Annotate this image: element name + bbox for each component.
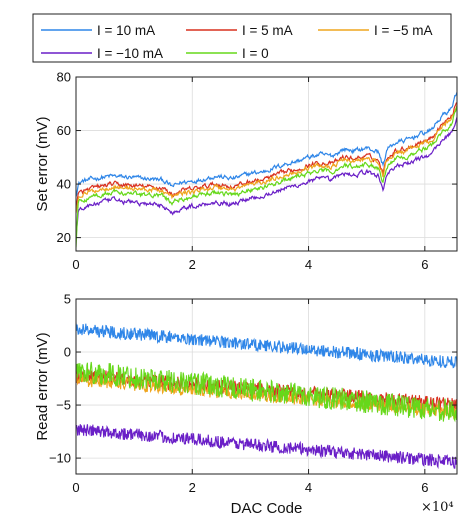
set-ylabel: Set error (mV) (34, 116, 51, 211)
set-xtick-label-1: 2 (189, 257, 196, 272)
legend-label-3: I = −10 mA (97, 46, 163, 61)
read-ytick-label-2: 0 (64, 345, 71, 360)
legend-label-4: I = 0 (242, 46, 269, 61)
read-axes-frame (75, 298, 458, 475)
legend-label-1: I = 5 mA (242, 23, 293, 38)
read-series-line-0 (76, 322, 457, 369)
set-ticks: 0 2 4 6 20 40 60 80 (57, 70, 457, 272)
legend-label-0: I = 10 mA (97, 23, 155, 38)
set-xtick-label-2: 4 (305, 257, 312, 272)
legend-box (32, 13, 452, 63)
legend-entry-4: I = 0 (186, 46, 269, 61)
set-ytick-label-3: 80 (57, 70, 71, 85)
read-xlabel: DAC Code (231, 500, 303, 517)
read-ticks: 0 2 4 6 −10 −5 0 5 (49, 292, 457, 495)
set-xtick-label-0: 0 (72, 257, 79, 272)
set-series-line-3 (76, 116, 457, 239)
read-ytick-label-3: 5 (64, 292, 71, 307)
legend-entry-3: I = −10 mA (41, 46, 163, 61)
set-ytick-label-2: 60 (57, 123, 71, 138)
read-series (76, 322, 457, 470)
set-axes-frame (75, 76, 458, 252)
read-xtick-label-0: 0 (72, 480, 79, 495)
x-exponent-label: ×10⁴ (421, 500, 454, 515)
read-series-line-3 (76, 424, 457, 470)
read-xtick-label-1: 2 (189, 480, 196, 495)
set-xtick-label-3: 6 (421, 257, 428, 272)
read-ytick-label-0: −10 (49, 451, 71, 466)
legend-entry-1: I = 5 mA (186, 23, 293, 38)
set-error-panel: 0 2 4 6 20 40 60 80 Set error (mV) (34, 70, 458, 272)
set-series-line-2 (76, 104, 457, 214)
legend-entry-0: I = 10 mA (41, 23, 155, 38)
set-series-line-0 (76, 91, 457, 197)
set-series (76, 91, 457, 248)
set-ytick-label-1: 40 (57, 177, 71, 192)
set-series-line-1 (76, 102, 457, 211)
legend-label-2: I = −5 mA (374, 23, 433, 38)
read-xtick-label-2: 4 (305, 480, 312, 495)
read-series-line-4 (76, 361, 457, 423)
set-ytick-label-0: 20 (57, 230, 71, 245)
read-xtick-label-3: 6 (421, 480, 428, 495)
set-grid (75, 76, 457, 251)
set-series-line-4 (76, 106, 457, 248)
read-error-panel: 0 2 4 6 −10 −5 0 5 Read error (mV) DAC Code (34, 292, 458, 517)
legend: I = 10 mA I = 5 mA I = −5 mA I = −10 mA … (32, 13, 452, 63)
legend-entry-2: I = −5 mA (318, 23, 433, 38)
read-ytick-label-1: −5 (56, 398, 71, 413)
read-ylabel: Read error (mV) (34, 332, 51, 440)
